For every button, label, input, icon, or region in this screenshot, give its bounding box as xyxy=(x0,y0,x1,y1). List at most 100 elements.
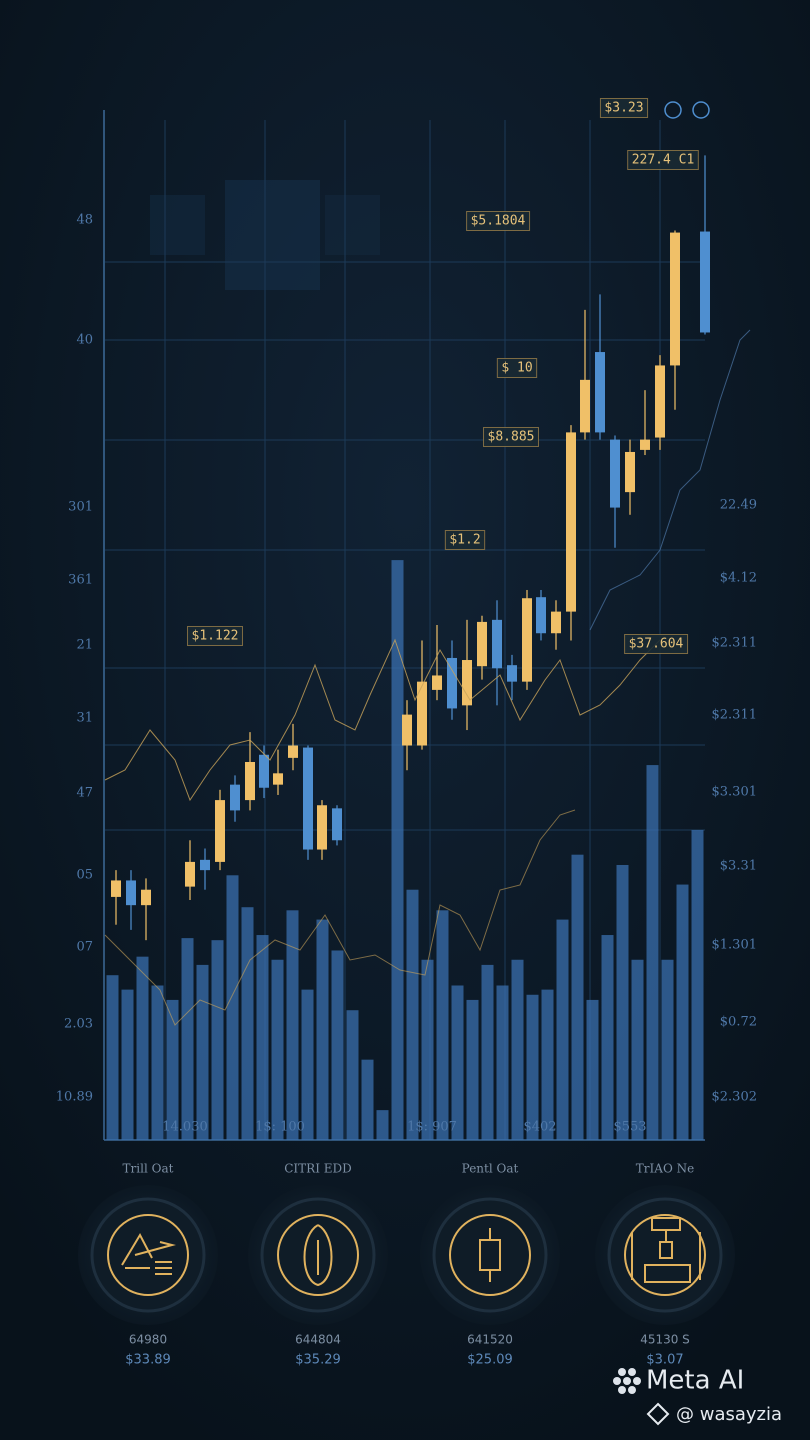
annotation-box xyxy=(483,427,539,447)
volume-bar xyxy=(241,907,254,1140)
candle-body xyxy=(462,660,472,706)
trend-line-2 xyxy=(104,809,576,1026)
candle-body xyxy=(230,784,240,811)
y-label-right: $1.301 xyxy=(712,938,758,953)
volume-bar xyxy=(181,938,194,1140)
summary-price: $25.09 xyxy=(467,1353,513,1368)
candle-body xyxy=(447,657,457,709)
candle-body xyxy=(185,861,195,887)
watermark-logo xyxy=(628,1386,636,1394)
candle-body xyxy=(402,714,412,746)
volume-bar xyxy=(211,940,224,1140)
summary-label: Pentl Oat xyxy=(462,1162,519,1176)
summary-code: 64980 xyxy=(129,1333,167,1347)
candle-body xyxy=(625,451,635,493)
candle-body xyxy=(288,745,298,758)
icon xyxy=(479,1228,501,1282)
volume-bar xyxy=(316,919,329,1140)
y-label-left: 47 xyxy=(76,786,93,801)
candle-body xyxy=(141,889,151,906)
annotation: 227.4 C1 xyxy=(632,153,695,168)
summary-price: $3.07 xyxy=(646,1353,683,1368)
candle-body xyxy=(522,598,532,682)
x-label: $402 xyxy=(523,1120,556,1135)
annotation: $5.1804 xyxy=(471,214,526,229)
volume-bar xyxy=(601,935,614,1140)
candle-body xyxy=(259,754,269,788)
volume-bar xyxy=(271,959,284,1140)
watermark-logo xyxy=(618,1386,626,1394)
candle-body xyxy=(273,773,283,785)
annotation: $1.2 xyxy=(449,533,480,548)
annotation-box xyxy=(496,358,538,378)
volume-bar xyxy=(646,765,659,1140)
volume-bar xyxy=(556,919,569,1140)
summary-price: $35.29 xyxy=(295,1353,341,1368)
watermark-handle: @ wasayzia xyxy=(676,1404,782,1425)
x-label: 14.030 xyxy=(162,1120,208,1135)
volume-bar xyxy=(466,999,479,1140)
watermark-logo xyxy=(618,1368,626,1376)
candle-body xyxy=(580,379,590,433)
annotation: $8.885 xyxy=(488,430,535,445)
volume-bar xyxy=(526,994,539,1140)
y-label-right: $3.301 xyxy=(712,785,758,800)
candle-body xyxy=(640,439,650,450)
candle-body xyxy=(700,231,710,333)
indicator-icon xyxy=(692,101,710,119)
volume-bar xyxy=(136,956,149,1140)
volume-bar xyxy=(106,975,119,1140)
y-label-left: 40 xyxy=(76,333,93,348)
candle-body xyxy=(200,859,210,871)
y-label-right: $2.302 xyxy=(712,1090,758,1105)
icon xyxy=(121,1232,176,1275)
y-label-left: 301 xyxy=(68,500,93,515)
candle-body xyxy=(655,365,665,438)
y-label-right: $4.12 xyxy=(720,571,757,586)
icon xyxy=(303,1224,333,1287)
volume-bar xyxy=(406,889,419,1140)
y-label-right: $3.31 xyxy=(720,859,757,874)
volume-bar xyxy=(436,910,449,1140)
summary-price: $33.89 xyxy=(125,1353,171,1368)
y-label-left: 31 xyxy=(76,711,93,726)
y-label-right: $0.72 xyxy=(720,1015,757,1030)
candle-body xyxy=(566,432,576,612)
volume-bar xyxy=(196,964,209,1140)
watermark-brand: Meta AI xyxy=(646,1366,744,1396)
volume-bar xyxy=(661,959,674,1140)
candle-body xyxy=(332,808,342,841)
candle-body xyxy=(303,747,313,850)
volume-bar xyxy=(286,910,299,1140)
y-label-right: 22.49 xyxy=(720,498,757,513)
indicator-icon xyxy=(664,101,682,119)
volume-bar xyxy=(691,829,704,1140)
candle-body xyxy=(111,880,121,897)
watermark-badge xyxy=(646,1402,670,1426)
annotation: $3.23 xyxy=(604,101,643,116)
volume-bar xyxy=(226,875,239,1140)
icon-ring xyxy=(277,1214,359,1296)
candle-body xyxy=(477,621,487,667)
candle-body xyxy=(317,805,327,850)
volume-bar xyxy=(346,1010,359,1140)
volume-bar xyxy=(361,1059,374,1140)
watermark-logo xyxy=(623,1377,631,1385)
volume-bar xyxy=(571,854,584,1140)
y-label-left: 361 xyxy=(68,573,93,588)
volume-bar xyxy=(631,959,644,1140)
volume-bar xyxy=(391,560,404,1140)
icon-ring xyxy=(107,1214,189,1296)
summary-code: 641520 xyxy=(467,1333,513,1347)
summary-label: CITRI EDD xyxy=(284,1162,352,1176)
y-label-left: 48 xyxy=(76,213,93,228)
volume-bar xyxy=(151,985,164,1140)
candle-body xyxy=(215,800,225,862)
plot xyxy=(106,155,710,1140)
volume-bar xyxy=(616,864,629,1140)
summary-code: 45130 S xyxy=(640,1333,690,1347)
y-label-left: 2.03 xyxy=(64,1017,93,1032)
candle-body xyxy=(595,352,605,433)
volume-bar xyxy=(451,985,464,1140)
volume-bar xyxy=(301,989,314,1140)
